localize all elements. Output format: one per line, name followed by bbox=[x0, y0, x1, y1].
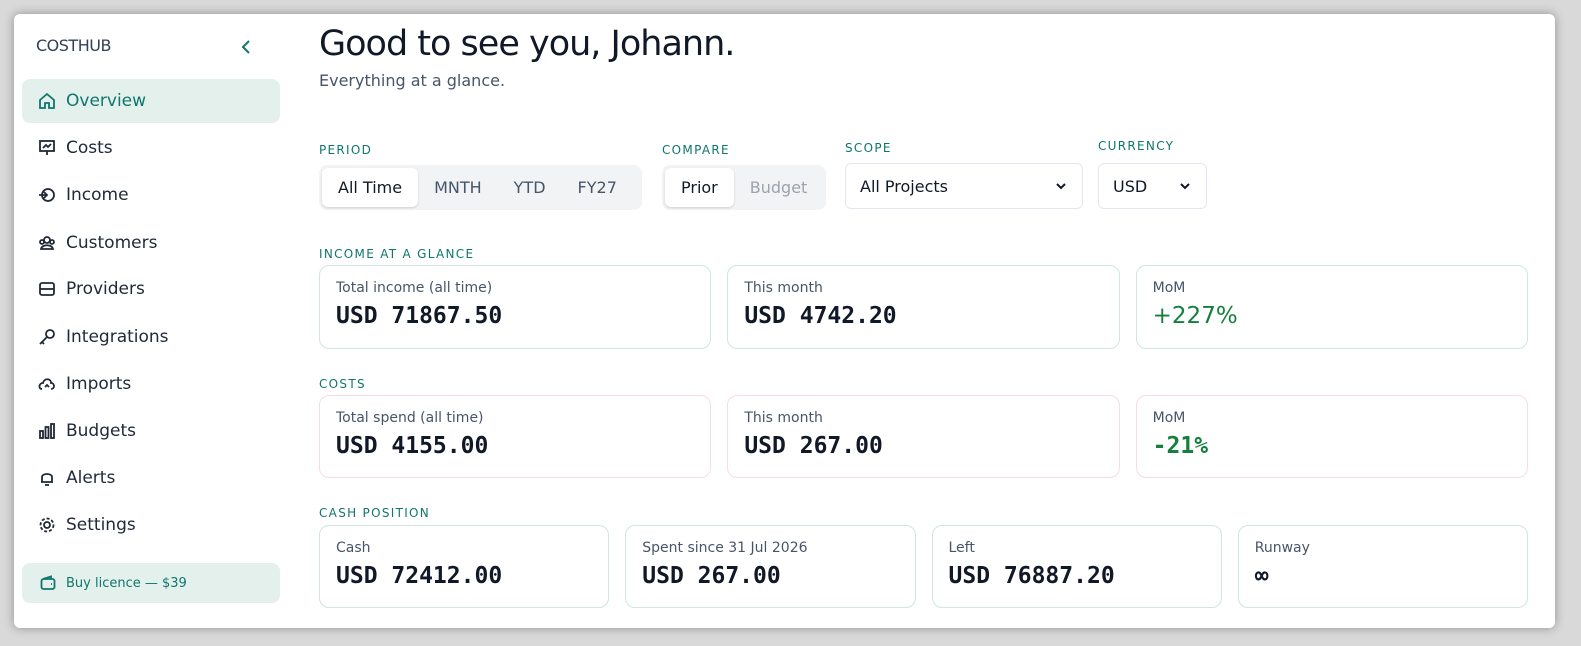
nav-item[interactable]: Budgets bbox=[22, 409, 280, 453]
stat-card: Spent since 31 Jul 2026 USD 267.00 bbox=[625, 525, 916, 608]
nav-label: Settings bbox=[66, 515, 136, 535]
nav-item[interactable]: Providers bbox=[22, 267, 280, 311]
period-control: All Time MNTH YTD FY27 bbox=[319, 165, 642, 210]
stat-value: USD 267.00 bbox=[744, 433, 883, 459]
nav-label: Integrations bbox=[66, 327, 169, 347]
period-option[interactable]: All Time bbox=[322, 168, 419, 207]
stat-label: Cash bbox=[336, 540, 371, 556]
stat-card: Left USD 76887.20 bbox=[931, 525, 1222, 608]
nav-item[interactable]: Alerts bbox=[22, 456, 280, 500]
stat-card: MoM -21% bbox=[1135, 395, 1528, 478]
stat-value: -21% bbox=[1152, 433, 1209, 459]
stat-value: USD 72412.00 bbox=[336, 563, 503, 589]
filter-label: CURRENCY bbox=[1098, 139, 1175, 153]
stat-label: This month bbox=[744, 410, 823, 426]
nav-label: Overview bbox=[66, 91, 147, 111]
currency-select[interactable]: USD bbox=[1098, 163, 1207, 209]
stat-card: Cash USD 72412.00 bbox=[319, 525, 610, 608]
section-title: COSTS bbox=[319, 377, 366, 391]
stat-card: This month USD 4742.20 bbox=[727, 265, 1120, 349]
stat-label: This month bbox=[744, 280, 823, 296]
nav-label: Alerts bbox=[66, 468, 116, 488]
stat-value: USD 4155.00 bbox=[336, 433, 489, 459]
period-option[interactable]: YTD bbox=[513, 178, 546, 197]
nav-item[interactable]: Integrations bbox=[22, 315, 280, 359]
nav-label: Budgets bbox=[66, 421, 137, 441]
stat-value: USD 4742.20 bbox=[744, 303, 897, 329]
stat-value: USD 267.00 bbox=[642, 563, 781, 589]
nav-label: Costs bbox=[66, 138, 113, 158]
stat-card: MoM +227% bbox=[1135, 265, 1528, 349]
scope-select[interactable]: All Projects bbox=[845, 163, 1083, 209]
brand: COSTHUB bbox=[36, 36, 111, 55]
buy-licence-button[interactable]: Buy licence — $39 bbox=[22, 563, 280, 603]
page-subtitle: Everything at a glance. bbox=[319, 71, 506, 90]
app-window: COSTHUB Overview Costs Income Customers … bbox=[14, 14, 1555, 628]
nav-item[interactable]: Settings bbox=[22, 503, 280, 547]
stat-label: MoM bbox=[1152, 280, 1186, 296]
filter-label: PERIOD bbox=[319, 143, 373, 157]
nav-label: Providers bbox=[66, 279, 145, 299]
stat-value: +227% bbox=[1152, 303, 1238, 329]
nav-item[interactable]: Overview bbox=[22, 79, 280, 123]
nav-label: Imports bbox=[66, 374, 132, 394]
stat-label: MoM bbox=[1152, 410, 1186, 426]
stat-value: USD 71867.50 bbox=[336, 303, 503, 329]
stat-label: Left bbox=[948, 540, 975, 556]
scope-value: All Projects bbox=[860, 176, 948, 196]
buy-label: Buy licence — $39 bbox=[66, 575, 187, 591]
compare-option[interactable]: Prior bbox=[665, 168, 734, 207]
nav-label: Customers bbox=[66, 233, 158, 253]
compare-option[interactable]: Budget bbox=[749, 178, 808, 197]
stat-card: Total spend (all time) USD 4155.00 bbox=[319, 395, 712, 478]
period-option[interactable]: FY27 bbox=[577, 178, 617, 197]
nav-item[interactable]: Costs bbox=[22, 126, 280, 170]
nav-item[interactable]: Customers bbox=[22, 221, 280, 265]
stat-label: Total spend (all time) bbox=[336, 410, 484, 426]
compare-control: Prior Budget bbox=[662, 165, 826, 210]
nav-item[interactable]: Income bbox=[22, 173, 280, 217]
stat-label: Spent since 31 Jul 2026 bbox=[642, 540, 808, 556]
stat-value: USD 76887.20 bbox=[948, 563, 1115, 589]
stat-card: This month USD 267.00 bbox=[727, 395, 1120, 478]
filter-label: COMPARE bbox=[662, 143, 730, 157]
period-option[interactable]: MNTH bbox=[434, 178, 482, 197]
section-title: INCOME AT A GLANCE bbox=[319, 247, 475, 261]
stat-value: ∞ bbox=[1254, 563, 1269, 589]
filter-label: SCOPE bbox=[845, 141, 892, 155]
currency-value: USD bbox=[1113, 176, 1148, 196]
stat-card: Runway ∞ bbox=[1237, 525, 1528, 608]
stat-card: Total income (all time) USD 71867.50 bbox=[319, 265, 712, 349]
collapse-button[interactable] bbox=[240, 40, 252, 54]
stat-label: Total income (all time) bbox=[336, 280, 493, 296]
section-title: CASH POSITION bbox=[319, 506, 431, 520]
stat-label: Runway bbox=[1254, 540, 1310, 556]
nav-label: Income bbox=[66, 185, 129, 205]
nav-item[interactable]: Imports bbox=[22, 362, 280, 406]
page-title: Good to see you, Johann. bbox=[319, 24, 735, 64]
